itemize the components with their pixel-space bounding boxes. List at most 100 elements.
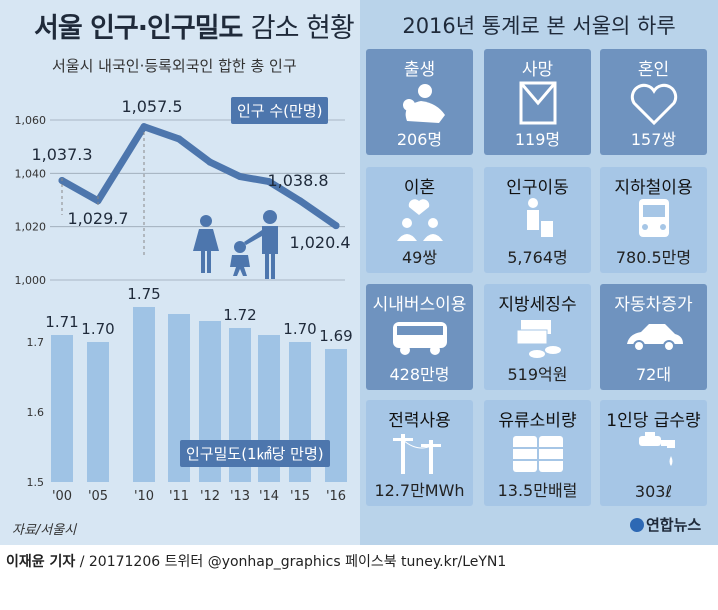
x-tick-label: '12 (200, 489, 220, 504)
page-subtitle: 서울시 내국인·등록외국인 합한 총 인구 (52, 57, 297, 75)
heart-icon (630, 83, 678, 125)
stat-card-label: 지방세징수 (498, 295, 577, 315)
title-light: 감소 현황 (250, 13, 355, 44)
density-bar (133, 307, 155, 482)
x-tick-label: '16 (326, 489, 346, 504)
stat-card-value: 519억원 (507, 365, 568, 384)
stat-card: 인구이동 5,764명 (484, 167, 591, 273)
x-tick-label: '15 (290, 489, 310, 504)
density-data-label: 1.71 (45, 313, 78, 331)
credit-text: / 20171206 트위터 @yonhap_graphics 페이스북 tun… (75, 554, 507, 570)
stat-card: 지방세징수 519억원 (484, 284, 591, 390)
stat-card-label: 지하철이용 (614, 178, 693, 198)
credit-line: 이재윤 기자 / 20171206 트위터 @yonhap_graphics 페… (6, 551, 506, 571)
population-data-label: 1,037.3 (31, 145, 92, 164)
line-chart-grid: 1,060 1,040 1,020 1,000 (15, 114, 345, 287)
money-coins-icon (516, 320, 561, 358)
source-note: 자료/서울시 (12, 523, 77, 538)
stat-card-value: 119명 (514, 130, 561, 149)
stat-card: 시내버스이용 428만명 (366, 284, 473, 390)
density-bar (87, 342, 109, 482)
stat-card-value: 12.7만MWh (374, 481, 465, 500)
x-tick-label: '14 (259, 489, 279, 504)
population-data-label: 1,057.5 (121, 97, 182, 116)
density-data-label: 1.70 (283, 320, 316, 338)
population-point (206, 158, 214, 166)
density-bar (325, 349, 347, 482)
density-data-label: 1.75 (127, 285, 160, 303)
line-y-tick-label: 1,020 (15, 221, 47, 234)
x-tick-label: '10 (134, 489, 154, 504)
stat-card: 혼인 157쌍 (600, 49, 707, 155)
stat-card-label: 사망 (521, 60, 554, 80)
population-point (175, 135, 183, 143)
stat-card-value: 49쌍 (401, 248, 438, 267)
stat-card: 전력사용 12.7만MWh (366, 400, 473, 506)
density-bar (51, 335, 73, 482)
population-point (236, 173, 244, 181)
death-frame-icon (519, 81, 557, 125)
stat-card-label: 혼인 (637, 60, 670, 80)
stat-card-value: 428만명 (389, 365, 450, 384)
stat-card-value: 13.5만배럴 (497, 481, 578, 500)
subway-icon (639, 199, 669, 237)
population-point (265, 178, 273, 186)
population-point (332, 222, 340, 230)
population-line: 1,037.3 1,029.7 1,057.5 1,038.8 1,020.4 (31, 97, 351, 255)
density-data-label: 1.69 (319, 327, 352, 345)
population-legend: 인구 수(만명) (231, 97, 329, 124)
stat-card-value: 72대 (635, 365, 672, 384)
stat-card-value: 157쌍 (630, 130, 677, 149)
stat-card-label: 시내버스이용 (372, 295, 467, 315)
x-tick-label: '05 (88, 489, 108, 504)
baby-mother-icon (403, 84, 445, 123)
yonhap-logo: 연합뉴스 (630, 514, 701, 535)
logo-text: 연합뉴스 (646, 516, 702, 534)
x-tick-label: '11 (169, 489, 189, 504)
broken-heart-couple-icon (397, 199, 443, 241)
stat-card-label: 1인당 급수량 (606, 411, 701, 431)
bar-y-tick-label: 1.7 (27, 336, 45, 349)
power-pole-icon (393, 434, 441, 474)
bar-y-tick-label: 1.5 (27, 476, 45, 489)
page-title: 서울 인구·인구밀도 감소 현황 (34, 6, 355, 45)
population-data-label: 1,020.4 (289, 233, 350, 252)
right-panel-title: 2016년 통계로 본 서울의 하루 (402, 14, 676, 38)
car-icon (627, 324, 683, 352)
stat-card: 지하철이용 780.5만명 (600, 167, 707, 273)
density-data-label: 1.70 (81, 320, 114, 338)
stat-card: 1인당 급수량 303ℓ (600, 400, 707, 506)
stat-card-label: 이혼 (403, 178, 436, 198)
water-tap-icon (639, 432, 675, 466)
stat-card: 이혼 49쌍 (366, 167, 473, 273)
bar-y-tick-label: 1.6 (27, 406, 45, 419)
stat-card-label: 출생 (403, 60, 436, 80)
person-luggage-icon (527, 198, 553, 237)
density-data-label: 1.72 (223, 306, 256, 324)
family-icon (193, 210, 278, 279)
stat-card: 출생 206명 (366, 49, 473, 155)
population-point (140, 123, 148, 131)
reporter-name: 이재윤 기자 (6, 554, 76, 570)
stat-card-label: 전력사용 (388, 411, 451, 431)
line-y-tick-label: 1,040 (15, 167, 47, 180)
stat-card-value: 303ℓ (634, 482, 673, 501)
line-y-tick-label: 1,000 (15, 274, 47, 287)
stat-card-value: 5,764명 (507, 248, 568, 267)
x-tick-label: '13 (230, 489, 250, 504)
bus-icon (393, 322, 447, 355)
x-tick-label: '00 (52, 489, 72, 504)
line-y-tick-label: 1,060 (15, 114, 47, 127)
density-bars: 1.7 1.6 1.5 '00 '05 '10 '11 '12 '13 '14 '15 '16 1.71… (27, 285, 353, 504)
population-point (296, 197, 304, 205)
population-chart: 1,060 1,040 1,020 1,000 1.7 1.6 1.5 '00 '05 '10 '… (15, 97, 353, 504)
density-legend: 인구밀도(1㎢당 만명) (180, 440, 330, 467)
stat-card: 자동차증가 72대 (600, 284, 707, 390)
oil-barrels-icon (513, 436, 563, 472)
stat-card: 사망 119명 (484, 49, 591, 155)
stat-card-label: 자동차증가 (614, 295, 693, 315)
stat-card-label: 유류소비량 (498, 411, 577, 431)
population-data-label: 1,029.7 (67, 209, 128, 228)
stat-card: 유류소비량 13.5만배럴 (484, 400, 591, 506)
stat-card-value: 206명 (396, 130, 443, 149)
